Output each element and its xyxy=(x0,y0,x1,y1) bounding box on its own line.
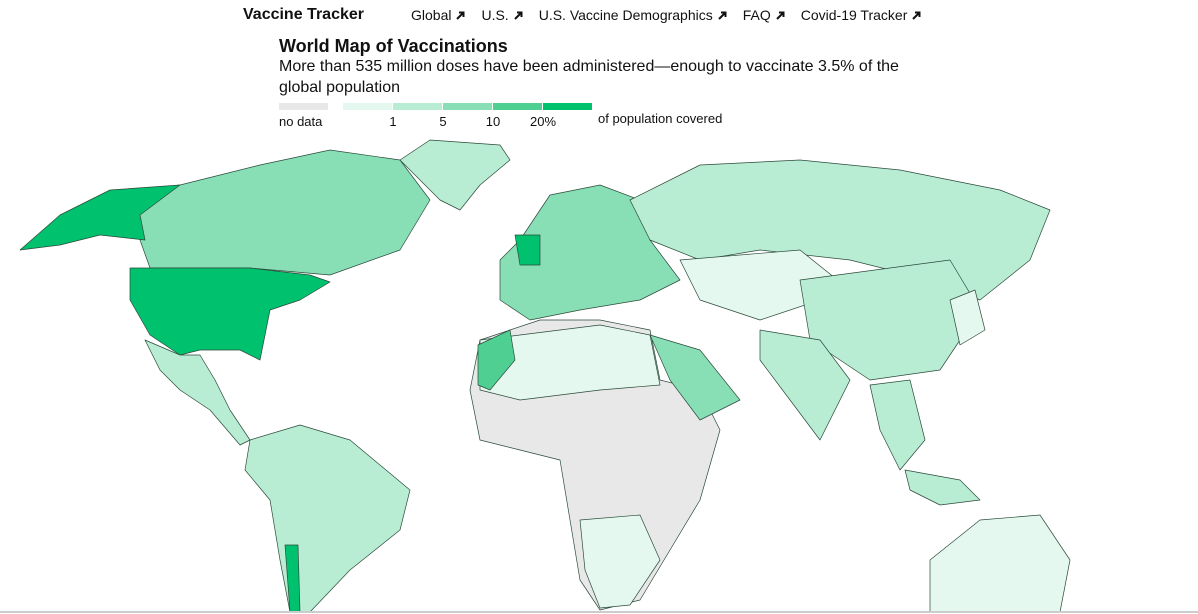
country xyxy=(904,469,981,506)
map-title: World Map of Vaccinations xyxy=(279,36,508,56)
legend-tick-label: 20% xyxy=(529,114,557,129)
legend-swatch xyxy=(343,103,392,110)
country xyxy=(514,234,541,266)
brand[interactable]: Vaccine Tracker xyxy=(243,6,364,23)
legend-swatch xyxy=(393,103,442,110)
country xyxy=(649,334,741,421)
map-subtitle: More than 535 million doses have been ad… xyxy=(279,58,899,96)
legend-tick-label: 1 xyxy=(389,114,397,129)
no-data-swatch xyxy=(279,103,328,110)
external-icon xyxy=(776,11,785,20)
legend-tick-label: 10 xyxy=(485,114,501,129)
country xyxy=(19,184,181,251)
external-icon xyxy=(456,11,465,20)
country xyxy=(929,514,1071,613)
legend: no data of population covered 1 5 10 20% xyxy=(0,100,1198,132)
nav-label[interactable]: U.S. Vaccine Demographics xyxy=(538,7,713,23)
legend-label: no data xyxy=(279,114,323,129)
legend-swatch xyxy=(493,103,542,110)
nav-label[interactable]: Global xyxy=(411,7,452,23)
country xyxy=(144,339,251,446)
country xyxy=(869,379,926,471)
nav-link[interactable]: Global xyxy=(411,7,465,23)
legend-tick-label: 5 xyxy=(439,114,447,129)
nav-label[interactable]: FAQ xyxy=(742,7,771,23)
nav-link[interactable]: U.S. xyxy=(481,7,523,23)
country xyxy=(399,139,511,211)
nav-label[interactable]: U.S. xyxy=(481,7,509,23)
nav-link[interactable]: U.S. Vaccine Demographics xyxy=(539,7,727,23)
external-icon xyxy=(912,11,921,20)
legend-caption: of population covered xyxy=(598,111,723,126)
country xyxy=(134,149,431,276)
country xyxy=(759,329,851,441)
nav-label[interactable]: Covid-19 Tracker xyxy=(800,7,908,23)
legend-swatch xyxy=(543,103,592,110)
nav: Global U.S. U.S. Vaccine Demographics FAQ Co… xyxy=(411,7,921,23)
country xyxy=(949,289,986,346)
country xyxy=(479,324,661,401)
nav-link[interactable]: Covid-19 Tracker xyxy=(801,7,922,23)
country xyxy=(129,267,331,361)
external-icon xyxy=(513,11,523,20)
country xyxy=(244,424,411,613)
external-icon xyxy=(718,11,727,20)
country xyxy=(579,514,661,609)
country xyxy=(284,544,301,613)
country xyxy=(477,329,516,391)
nav-link[interactable]: FAQ xyxy=(743,7,785,23)
legend-swatch xyxy=(443,103,492,110)
